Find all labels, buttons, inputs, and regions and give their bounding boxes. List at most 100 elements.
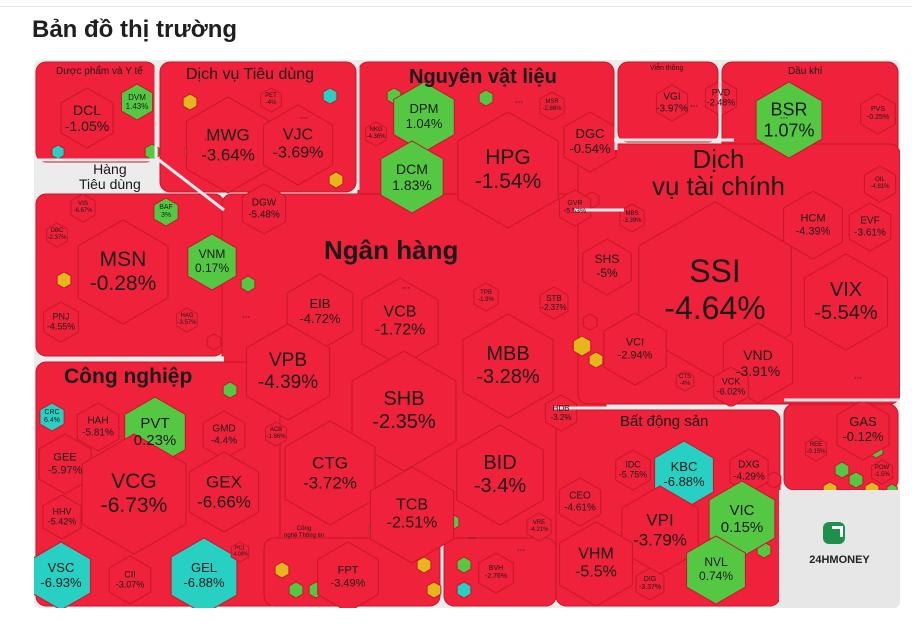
more-marker[interactable]: ... — [203, 132, 213, 144]
sector-label-real-estate[interactable]: Bất động sản — [620, 413, 709, 430]
sector-label-consumer-goods[interactable]: Hàng Tiêu dùng — [79, 161, 141, 193]
ticker-cell-pow[interactable] — [871, 459, 893, 485]
ticker-mbb[interactable]: MBB -3.28% — [476, 343, 539, 389]
ticker-nvl[interactable]: NVL 0.74% — [699, 555, 733, 584]
ticker-nkg[interactable]: NKG -4.36% — [366, 127, 385, 141]
ticker-vic[interactable]: VIC 0.15% — [721, 502, 764, 537]
more-marker[interactable]: ... — [401, 280, 411, 292]
ticker-idc[interactable]: IDC -5.75% — [619, 460, 648, 481]
ticker-dpm[interactable]: DPM 1.04% — [406, 101, 443, 132]
ticker-cell-fpt[interactable] — [317, 541, 379, 608]
ticker-baf[interactable]: BAF 3% — [159, 204, 173, 220]
ticker-cts[interactable]: CTS -4% — [679, 374, 691, 388]
ticker-cell-vix[interactable] — [803, 253, 889, 351]
ticker-vgi[interactable]: VGI -3.97% — [656, 92, 688, 115]
ticker-cell-vhm[interactable] — [559, 521, 633, 607]
ticker-cell-dig[interactable] — [635, 567, 665, 601]
ticker-cell-pvs[interactable] — [860, 93, 896, 135]
ticker-cell-hpg[interactable] — [457, 111, 559, 229]
ticker-tcb[interactable]: TCB -2.51% — [387, 497, 438, 534]
ticker-mbs[interactable]: MBS -3.39% — [622, 211, 641, 225]
sector-label-consumer-services[interactable]: Dịch vụ Tiêu dùng — [186, 66, 315, 83]
ticker-cell-hcm[interactable] — [783, 190, 843, 260]
ticker-hhv[interactable]: HHV -5.42% — [48, 507, 77, 528]
ticker-cell-oil[interactable] — [863, 165, 897, 203]
ticker-cell-gvr[interactable] — [558, 189, 592, 227]
ticker-vsc[interactable]: VSC -6.93% — [40, 560, 81, 591]
more-marker[interactable]: ... — [467, 530, 477, 542]
ticker-pvt[interactable]: PVT 0.23% — [134, 415, 177, 450]
ticker-dig[interactable]: DIG -3.37% — [639, 576, 661, 592]
ticker-hcm[interactable]: HCM -4.39% — [796, 212, 831, 237]
ticker-cell-pc1[interactable] — [230, 541, 250, 563]
more-marker[interactable]: ... — [689, 98, 699, 110]
ticker-cell-bsr[interactable] — [755, 81, 823, 159]
ticker-bvh[interactable]: BVH -2.76% — [485, 565, 507, 581]
more-marker[interactable]: ... — [241, 309, 251, 321]
ticker-cell-shb[interactable] — [351, 350, 457, 472]
ticker-cell-vpb[interactable] — [245, 323, 331, 421]
ticker-cell-cts[interactable] — [675, 370, 695, 392]
ticker-msr[interactable]: MSR -2.86% — [542, 99, 561, 113]
more-marker[interactable]: ... — [99, 162, 109, 174]
ticker-vis[interactable]: VIS -6.67% — [73, 201, 92, 215]
more-marker[interactable]: ... — [299, 110, 309, 122]
ticker-cell-gas[interactable] — [836, 399, 890, 461]
ticker-vpi[interactable]: VPI -3.79% — [633, 510, 687, 549]
ticker-cell-gex[interactable] — [188, 451, 260, 533]
ticker-cell-vnm[interactable] — [187, 233, 237, 291]
ticker-cell-vis[interactable] — [70, 193, 96, 223]
ticker-cell-pet[interactable] — [260, 87, 282, 113]
ticker-cell-tpb[interactable] — [473, 282, 499, 312]
ticker-cell-cii[interactable] — [108, 555, 152, 605]
ticker-cell-vci[interactable] — [603, 312, 667, 386]
ticker-shs[interactable]: SHS -5% — [595, 252, 620, 281]
ticker-ctg[interactable]: CTG -3.72% — [303, 453, 357, 492]
ticker-tpb[interactable]: TPB -1.9% — [478, 290, 494, 304]
ticker-pc1[interactable]: PC1 -4.08% — [232, 545, 248, 558]
sector-label-telecom[interactable]: Viễn thông — [650, 65, 684, 72]
ticker-vnm[interactable]: VNM 0.17% — [195, 247, 229, 276]
ticker-cell-dbc[interactable] — [46, 222, 68, 248]
ticker-gvr[interactable]: GVR -5.53% — [564, 200, 586, 216]
ticker-cell-mbb[interactable] — [462, 313, 554, 419]
ticker-ssi[interactable]: SSI -4.64% — [664, 253, 765, 327]
ticker-cell-acb[interactable] — [265, 421, 287, 447]
ticker-gee[interactable]: GEE -5.97% — [48, 451, 83, 476]
ticker-dgc[interactable]: DGC -0.54% — [569, 126, 610, 157]
ticker-cii[interactable]: CII -3.07% — [116, 570, 145, 591]
ticker-cell-hhv[interactable] — [42, 494, 82, 540]
ticker-hag[interactable]: HAG -3.57% — [177, 313, 196, 327]
sector-label-oil-gas[interactable]: Dầu khí — [788, 66, 823, 77]
ticker-ceo[interactable]: CEO -4.61% — [564, 491, 596, 514]
ticker-cell-ree[interactable] — [805, 436, 827, 462]
ticker-vci[interactable]: VCI -2.94% — [618, 336, 653, 361]
ticker-cell-evf[interactable] — [848, 202, 892, 252]
ticker-vjc[interactable]: VJC -3.69% — [273, 127, 324, 164]
ticker-cell-nvl[interactable] — [686, 535, 746, 605]
ticker-oil[interactable]: OIL -4.81% — [870, 177, 889, 191]
ticker-cell-vre[interactable] — [526, 512, 552, 542]
more-marker[interactable]: ... — [516, 542, 526, 554]
ticker-cell-idc[interactable] — [615, 449, 651, 491]
ticker-vnd[interactable]: VND -3.91% — [736, 347, 780, 379]
ticker-gel[interactable]: GEL -6.88% — [183, 560, 224, 591]
ticker-crc[interactable]: CRC 6.4% — [44, 409, 60, 425]
more-marker[interactable]: ... — [514, 94, 524, 106]
ticker-vck[interactable]: VCK -6.02% — [717, 377, 746, 398]
ticker-vcg[interactable]: VCG -6.73% — [101, 470, 168, 518]
ticker-gmd[interactable]: GMD -4.4% — [211, 424, 237, 447]
ticker-cell-dcm[interactable] — [380, 140, 444, 214]
ticker-cell-hah[interactable] — [76, 402, 120, 452]
ticker-cell-stb[interactable] — [539, 286, 569, 320]
ticker-pnj[interactable]: PNJ -4.55% — [47, 312, 76, 333]
ticker-cell-gee[interactable] — [38, 433, 92, 495]
ticker-cell-msn[interactable] — [77, 219, 169, 325]
sector-label-banking[interactable]: Ngân hàng — [324, 235, 459, 265]
ticker-msn[interactable]: MSN -0.28% — [90, 248, 157, 296]
ticker-dvm[interactable]: DVM 1.43% — [126, 93, 149, 111]
more-marker[interactable]: ... — [779, 110, 789, 122]
ticker-cell-msr[interactable] — [539, 91, 565, 121]
ticker-vcb[interactable]: VCB -1.72% — [375, 304, 426, 341]
ticker-vhm[interactable]: VHM -5.5% — [575, 546, 617, 583]
